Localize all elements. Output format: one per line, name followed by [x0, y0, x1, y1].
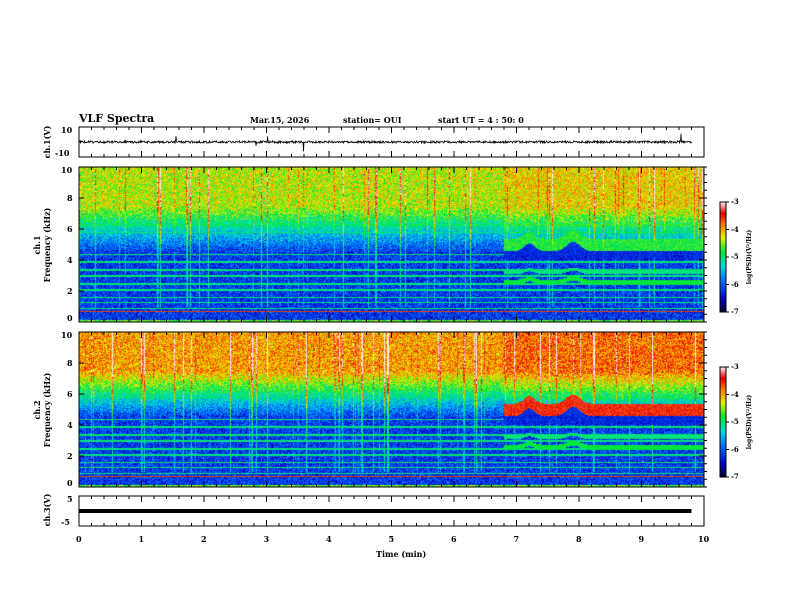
chart-title: VLF Spectra: [79, 112, 155, 125]
y-tick-label: 10: [61, 329, 73, 340]
colorbar-tick-label: -5: [731, 417, 739, 426]
ch1-colorbar: [720, 202, 726, 312]
colorbar-tick-label: -7: [731, 472, 739, 481]
x-tick-label: 5: [388, 534, 395, 544]
ch2-colorbar-label: log(PSD)(V²/Hz): [746, 394, 753, 450]
colorbar-tick-label: -4: [731, 224, 739, 234]
y-tick-label: 6: [67, 388, 73, 399]
ch1-spec-label: ch.1 Frequency (kHz): [32, 190, 52, 300]
colorbar-frame: [719, 201, 727, 313]
ch1-colorbar-label: log(PSD)(V²/Hz): [746, 229, 753, 285]
x-tick-label: 6: [451, 534, 457, 544]
x-axis-label: Time (min): [376, 549, 427, 559]
colorbar-tick-label: -6: [731, 279, 739, 289]
x-tick-label: 4: [326, 534, 332, 544]
date-label: Mar.15, 2026: [250, 115, 310, 125]
ch2-spectrogram: [79, 332, 704, 487]
station-label: station= OUI: [343, 115, 402, 125]
ch1-waveform-line: [78, 133, 692, 152]
y-tick-label: 10: [61, 164, 73, 175]
colorbar-tick-label: -6: [731, 444, 739, 454]
colorbar-tick-label: -3: [731, 362, 739, 371]
ch2-freq-label: Frequency (kHz): [42, 372, 52, 448]
ch2-spec-label: ch.2 Frequency (kHz): [32, 355, 52, 465]
colorbar-tick-label: -5: [731, 252, 739, 261]
x-tick-label: 7: [513, 534, 520, 544]
y-tick-label: 0: [67, 313, 73, 323]
ch2-label: ch.2: [32, 400, 42, 420]
start-time-label: start UT = 4 : 50: 0: [438, 115, 524, 125]
y-tick-label: 2: [67, 450, 73, 461]
ch1-freq-label: Frequency (kHz): [42, 207, 52, 283]
x-tick-label: 3: [263, 534, 270, 544]
ch1-label: ch.1: [32, 235, 42, 255]
colorbar-tick-label: -7: [731, 307, 739, 316]
y-tick-label: 4: [67, 254, 73, 265]
panel-frame: [78, 166, 705, 323]
ch3-waveform-ylabel: ch.3(V): [42, 493, 52, 527]
y-tick-label: 10: [61, 124, 73, 135]
y-tick-label: 6: [67, 223, 73, 234]
x-tick-label: 0: [76, 534, 82, 544]
y-tick-label: 8: [67, 357, 73, 368]
y-tick-label: 0: [67, 478, 73, 488]
y-tick-label: 4: [67, 419, 73, 430]
colorbar-frame: [719, 366, 727, 478]
ch1-waveform-ylabel: ch.1(V): [42, 125, 52, 159]
x-tick-label: 2: [201, 534, 207, 544]
x-tick-label: 9: [638, 534, 645, 544]
y-tick-label: 2: [67, 285, 73, 296]
x-tick-label: 8: [576, 534, 582, 544]
panel-frame: [78, 331, 705, 488]
ch2-colorbar: [720, 367, 726, 477]
y-tick-label: -10: [55, 148, 70, 158]
x-tick-label: 10: [698, 534, 710, 544]
colorbar-tick-label: -4: [731, 389, 739, 399]
y-tick-label: -5: [61, 517, 70, 527]
x-tick-label: 1: [138, 534, 145, 544]
y-tick-label: 5: [67, 493, 73, 504]
y-tick-label: 8: [67, 192, 73, 203]
ch1-spectrogram: [79, 167, 704, 322]
colorbar-tick-label: -3: [731, 197, 739, 206]
